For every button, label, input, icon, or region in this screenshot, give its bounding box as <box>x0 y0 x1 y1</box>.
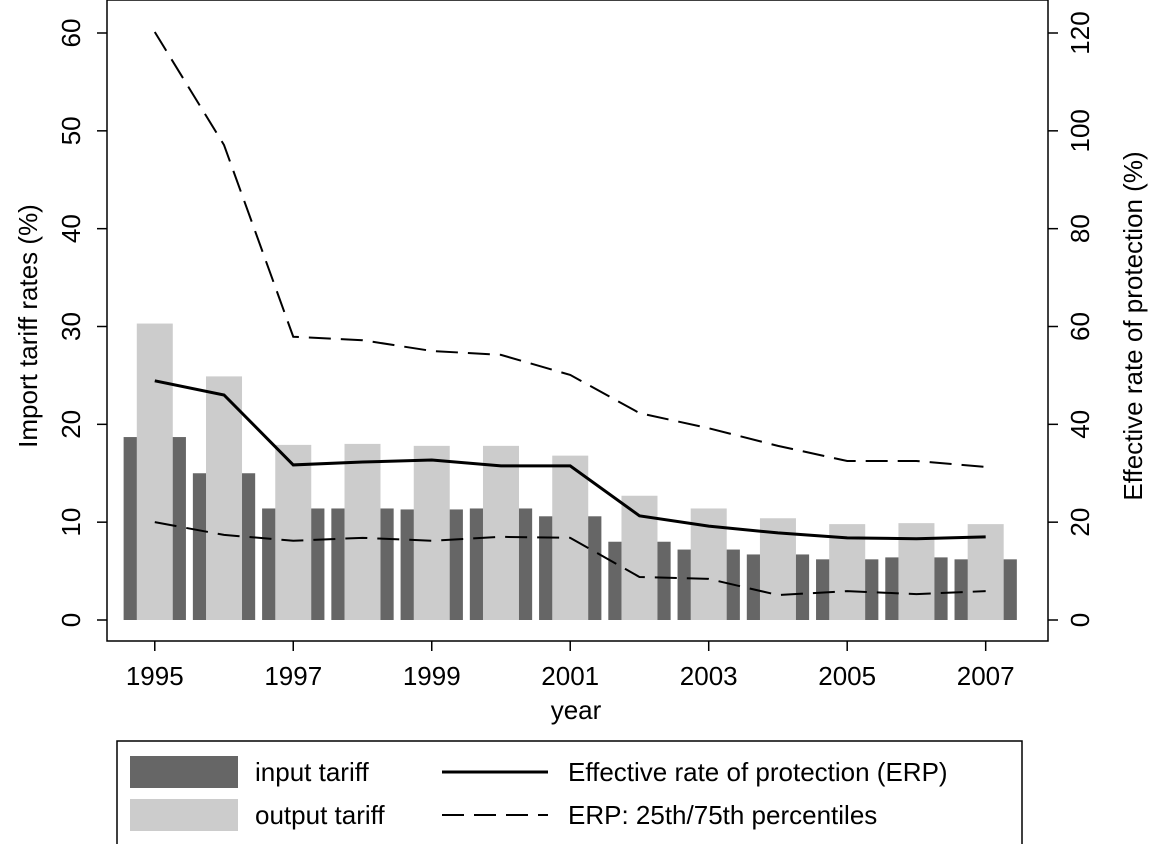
y2-tick-label: 60 <box>1065 312 1095 341</box>
x-tick-label: 2007 <box>957 661 1015 691</box>
y2-tick-label: 80 <box>1065 214 1095 243</box>
bar <box>275 444 312 620</box>
percentile-line <box>154 521 986 597</box>
erp-line <box>154 379 986 541</box>
bar <box>206 376 243 620</box>
bar <box>829 524 866 620</box>
y-tick-label: 20 <box>56 410 86 439</box>
legend-box <box>116 740 1023 844</box>
x-tick-label: 2003 <box>680 661 738 691</box>
bar <box>344 443 381 620</box>
legend-label: input tariff <box>255 757 369 787</box>
x-axis-title: year <box>551 695 602 725</box>
y2-tick-label: 0 <box>1065 613 1095 627</box>
x-tick-label: 2001 <box>541 661 599 691</box>
legend-label: ERP: 25th/75th percentiles <box>568 800 877 830</box>
bar <box>413 445 450 620</box>
legend-label: Effective rate of protection (ERP) <box>568 757 948 787</box>
bar <box>482 445 519 620</box>
y2-axis-title: Effective rate of protection (%) <box>1118 151 1148 500</box>
y-axis-title: Import tariff rates (%) <box>13 204 43 448</box>
bar <box>136 323 173 620</box>
y2-tick-label: 20 <box>1065 508 1095 537</box>
y-tick-label: 50 <box>56 116 86 145</box>
y-tick-label: 40 <box>56 214 86 243</box>
legend-swatch <box>130 799 238 831</box>
y-tick-label: 0 <box>56 613 86 627</box>
legend-label: output tariff <box>255 800 385 830</box>
x-tick-label: 1995 <box>126 661 184 691</box>
bar <box>967 524 1004 620</box>
x-tick-label: 1999 <box>403 661 461 691</box>
y2-tick-label: 100 <box>1065 109 1095 152</box>
x-tick-label: 1997 <box>264 661 322 691</box>
y-tick-label: 30 <box>56 312 86 341</box>
y2-tick-label: 40 <box>1065 410 1095 439</box>
plot-frame <box>106 0 1049 642</box>
percentile-line <box>153 31 986 468</box>
y2-tick-label: 120 <box>1065 11 1095 54</box>
y-tick-label: 10 <box>56 508 86 537</box>
x-tick-label: 2005 <box>818 661 876 691</box>
legend-swatch <box>130 756 238 788</box>
y-tick-label: 60 <box>56 19 86 48</box>
